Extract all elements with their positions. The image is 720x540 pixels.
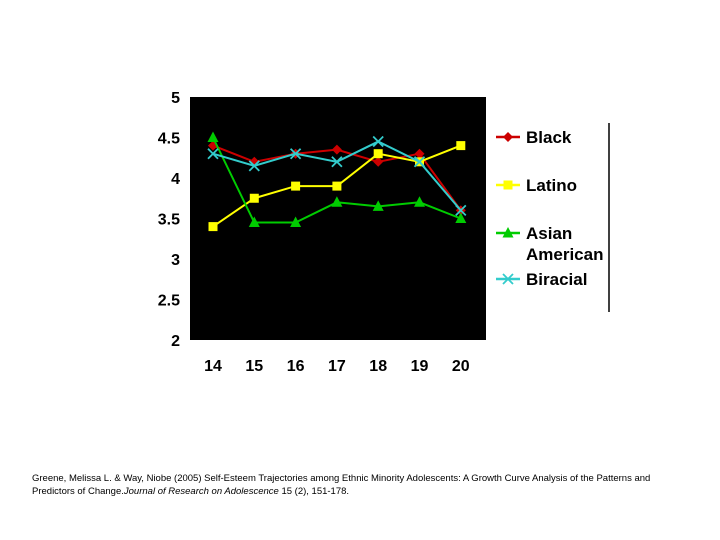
data-point-biracial: [248, 160, 260, 172]
citation-journal: Journal of Research on Adolescence: [123, 486, 279, 497]
data-point-asian-american: [290, 216, 302, 228]
legend-label-asian-american: Asian: [526, 224, 572, 243]
data-point-biracial: [372, 135, 384, 148]
data-point-latino: [373, 149, 383, 159]
data-point-black: [373, 156, 384, 167]
legend-marker-latino: [503, 180, 513, 190]
citation-volume-pages: 15 (2), 151-178.: [278, 486, 350, 497]
x-tick-label: 18: [369, 358, 387, 375]
data-point-asian-american: [372, 200, 384, 211]
series-layer: [207, 131, 467, 232]
x-tick-label: 19: [411, 358, 429, 375]
legend-marker-asian-american: [502, 227, 514, 238]
data-point-biracial: [413, 156, 426, 168]
x-tick-label: 14: [204, 358, 222, 375]
legend-label-asian-american: American: [526, 245, 603, 264]
data-point-latino: [291, 181, 301, 191]
y-tick-label: 2: [171, 333, 180, 350]
data-point-black: [414, 148, 425, 159]
data-point-asian-american: [248, 216, 260, 228]
y-tick-label: 5: [171, 90, 180, 107]
data-point-latino: [332, 181, 342, 191]
legend-label-latino: Latino: [526, 176, 577, 195]
y-axis-ticks: 2 2.5 3 3.5 4 4.5 5: [158, 90, 180, 350]
legend-label-black: Black: [526, 128, 572, 147]
data-point-biracial: [207, 148, 219, 160]
data-point-biracial: [289, 148, 302, 160]
data-point-asian-american: [331, 196, 343, 207]
x-axis-ticks: 14 15 16 17 18 19 20: [204, 358, 470, 375]
data-point-latino: [456, 141, 466, 151]
legend-marker-black: [503, 132, 513, 142]
x-tick-label: 20: [452, 358, 470, 375]
data-point-biracial: [331, 156, 343, 168]
y-tick-label: 4.5: [158, 131, 180, 148]
y-tick-label: 4: [171, 171, 180, 188]
legend-label-biracial: Biracial: [526, 270, 587, 289]
legend-marker-biracial: [502, 273, 514, 285]
data-point-asian-american: [414, 196, 425, 207]
legend: Black Latino Asian American Biracial: [496, 123, 610, 312]
y-tick-label: 2.5: [158, 293, 180, 310]
data-point-biracial: [455, 204, 467, 217]
x-tick-label: 15: [245, 358, 263, 375]
citation-authors-title: Greene, Melissa L. & Way, Niobe (2005) S…: [32, 473, 651, 497]
y-tick-label: 3: [171, 252, 180, 269]
data-point-asian-american: [207, 131, 219, 142]
x-tick-label: 16: [287, 358, 305, 375]
x-tick-label: 17: [328, 358, 346, 375]
data-point-latino: [208, 222, 218, 232]
legend-items: Black Latino Asian American Biracial: [496, 128, 603, 289]
data-point-asian-american: [455, 212, 467, 223]
y-tick-label: 3.5: [158, 212, 180, 229]
data-point-latino: [249, 193, 259, 203]
data-point-black: [331, 144, 342, 155]
plot-area: [190, 97, 486, 340]
citation: Greene, Melissa L. & Way, Niobe (2005) S…: [32, 472, 692, 498]
